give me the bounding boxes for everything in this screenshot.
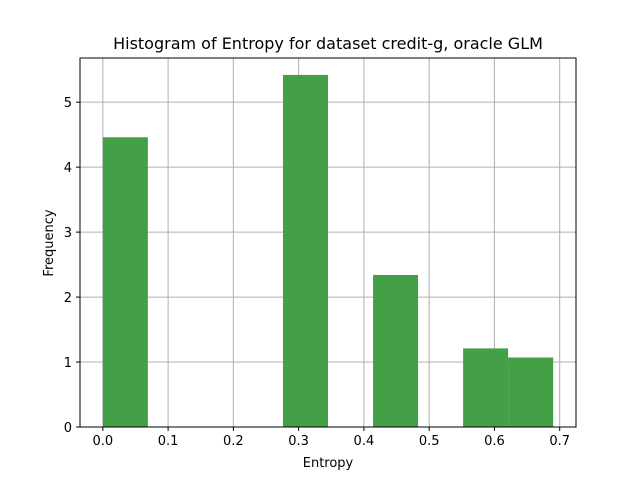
- x-tick-label: 0.2: [223, 434, 244, 449]
- y-axis-label: Frequency: [42, 209, 57, 276]
- x-axis-label: Entropy: [303, 456, 354, 471]
- histogram-bar: [282, 74, 328, 428]
- y-tick-label: 2: [64, 291, 72, 306]
- y-tick-label: 5: [64, 96, 72, 111]
- x-tick-label: 0.0: [92, 434, 113, 449]
- x-tick-label: 0.3: [288, 434, 309, 449]
- x-tick-label: 0.6: [484, 434, 505, 449]
- histogram-bar: [102, 137, 148, 427]
- axes-layer: [79, 57, 577, 428]
- plot-frame: [79, 57, 577, 428]
- x-tick-label: 0.5: [419, 434, 440, 449]
- y-tick-label: 4: [64, 161, 72, 176]
- chart-title: Histogram of Entropy for dataset credit-…: [113, 34, 543, 53]
- y-tick-label: 3: [64, 226, 72, 241]
- histogram-bar: [463, 348, 509, 427]
- histogram-bar: [373, 274, 419, 427]
- x-tick-label: 0.4: [354, 434, 375, 449]
- y-tick-label: 1: [64, 356, 72, 371]
- histogram-bar: [508, 357, 554, 427]
- x-tick-label: 0.1: [158, 434, 179, 449]
- x-tick-label: 0.7: [549, 434, 570, 449]
- y-tick-label: 0: [64, 421, 72, 436]
- bars-layer: [102, 74, 554, 428]
- ticks-layer: 0.0 0.1 0.2 0.3 0.4 0.5 0.6 0.7 0 1 2 3 4 5: [64, 96, 570, 449]
